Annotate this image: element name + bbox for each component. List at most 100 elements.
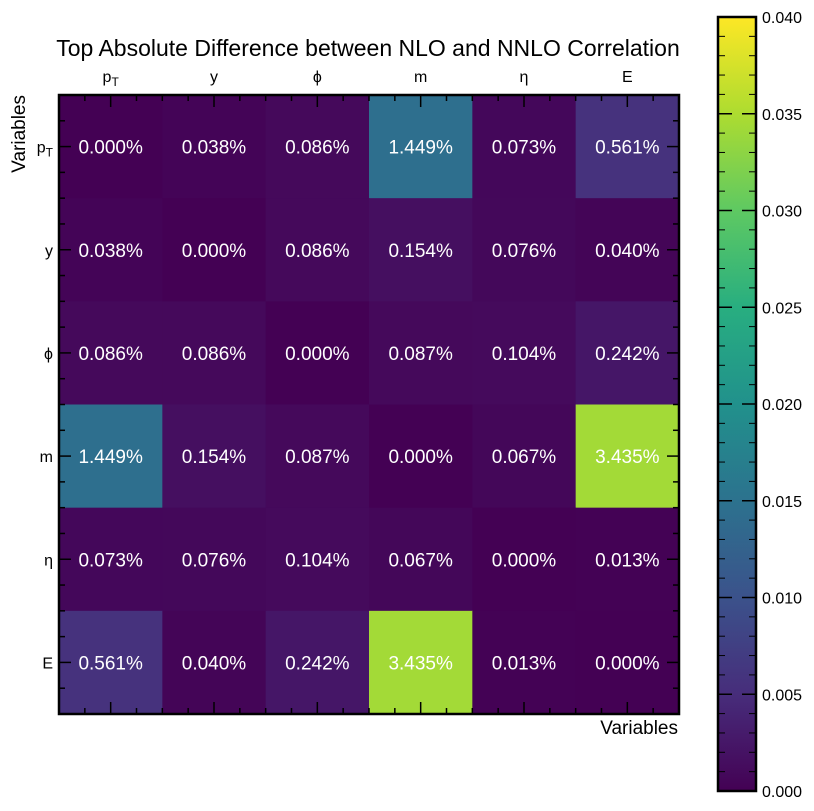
heatmap-cell <box>575 301 680 405</box>
cell-value-label: 0.067% <box>388 550 453 571</box>
heatmap-cell <box>575 198 680 302</box>
cell-value-label: 3.435% <box>595 447 660 468</box>
heatmap-cell <box>369 301 473 405</box>
x-tick-label: m <box>414 69 427 86</box>
cell-value-label: 0.086% <box>182 344 247 365</box>
heatmap-cell <box>162 95 267 199</box>
heatmap-cell-labels: 0.000% 0.038% 0.086% 1.449% 0.073% 0.561% 0.03… <box>78 138 659 675</box>
x-axis-label: Variables <box>600 718 678 739</box>
y-tick-label: η <box>44 552 53 569</box>
cell-value-label: 0.086% <box>285 138 350 159</box>
y-tick-label: m <box>40 449 53 466</box>
cell-value-label: 0.038% <box>78 241 143 262</box>
x-tick-label: ϕ <box>313 69 322 86</box>
x-tick-label: y <box>210 69 218 86</box>
cell-value-label: 0.000% <box>388 447 453 468</box>
heatmap-cell <box>265 301 370 405</box>
heatmap-cell <box>575 404 680 509</box>
cell-value-label: 0.000% <box>285 344 350 365</box>
cell-value-label: 0.073% <box>78 550 143 571</box>
heatmap-cell <box>162 301 267 405</box>
heatmap-cell <box>369 507 473 612</box>
y-tick-labels: pT y ϕ m η E <box>37 140 54 673</box>
heatmap-cells <box>59 95 680 715</box>
cell-value-label: 0.086% <box>285 241 350 262</box>
cell-value-label: 0.076% <box>182 550 247 571</box>
cell-value-label: 0.154% <box>182 447 247 468</box>
cell-value-label: 0.076% <box>492 241 557 262</box>
cell-value-label: 0.000% <box>492 550 557 571</box>
colorbar-tick-label: 0.025 <box>762 300 802 317</box>
heatmap-cell <box>162 610 267 715</box>
cell-value-label: 0.087% <box>285 447 350 468</box>
cell-value-label: 0.561% <box>595 138 660 159</box>
colorbar-tick-label: 0.005 <box>762 687 802 704</box>
cell-value-label: 0.154% <box>388 241 453 262</box>
cell-value-label: 0.561% <box>78 653 143 674</box>
heatmap-cell <box>265 95 370 199</box>
heatmap-cell <box>575 507 680 612</box>
cell-value-label: 0.000% <box>78 138 143 159</box>
cell-value-label: 1.449% <box>388 138 453 159</box>
heatmap-cell <box>265 404 370 509</box>
cell-value-label: 0.242% <box>595 344 660 365</box>
heatmap-cell <box>162 198 267 302</box>
heatmap-cell <box>472 301 577 405</box>
cell-value-label: 1.449% <box>78 447 143 468</box>
colorbar-tick-label: 0.035 <box>762 107 802 124</box>
heatmap-cell <box>59 507 163 612</box>
heatmap-cell <box>369 198 473 302</box>
colorbar-tick-label: 0.010 <box>762 591 802 608</box>
x-tick-label: pT <box>103 69 120 89</box>
cell-value-label: 0.038% <box>182 138 247 159</box>
heatmap-cell <box>369 95 473 199</box>
heatmap-cell <box>472 507 577 612</box>
x-tick-labels: pT y ϕ m η E <box>103 69 633 89</box>
heatmap-cell <box>575 95 680 199</box>
cell-value-label: 0.040% <box>182 653 247 674</box>
cell-value-label: 0.040% <box>595 241 660 262</box>
heatmap-cell <box>472 610 577 715</box>
y-tick-label: E <box>42 655 53 672</box>
colorbar-tick-label: 0.030 <box>762 204 802 221</box>
cell-value-label: 0.013% <box>595 550 660 571</box>
cell-value-label: 0.242% <box>285 653 350 674</box>
cell-value-label: 0.000% <box>182 241 247 262</box>
heatmap-cell <box>472 198 577 302</box>
colorbar-ticks: 0.000 0.005 0.010 0.015 0.020 0.025 0.030 0.035… <box>718 10 802 801</box>
colorbar-tick-label: 0.020 <box>762 397 802 414</box>
heatmap-cell <box>369 610 473 715</box>
heatmap-cell <box>59 610 163 715</box>
y-tick-label: y <box>45 243 53 260</box>
heatmap-cell <box>162 404 267 509</box>
cell-value-label: 0.086% <box>78 344 143 365</box>
heatmap-cell <box>265 610 370 715</box>
cell-value-label: 0.000% <box>595 653 660 674</box>
heatmap-cell <box>472 404 577 509</box>
heatmap-cell <box>59 301 163 405</box>
heatmap-cell <box>575 610 680 715</box>
heatmap-cell <box>265 507 370 612</box>
colorbar-tick-label: 0.015 <box>762 494 802 511</box>
heatmap-cell <box>59 198 163 302</box>
heatmap-cell <box>59 404 163 509</box>
heatmap-cell <box>162 507 267 612</box>
colorbar-tick-label: 0.000 <box>762 784 802 801</box>
heatmap-cell <box>265 198 370 302</box>
y-axis-label: Variables <box>9 95 30 173</box>
x-tick-label: E <box>622 69 633 86</box>
heatmap-cell <box>59 95 163 199</box>
colorbar-tick-label: 0.040 <box>762 10 802 27</box>
heatmap-cell <box>369 404 473 509</box>
heatmap-cell <box>472 95 577 199</box>
y-tick-label: pT <box>37 140 54 160</box>
y-tick-label: ϕ <box>44 346 53 363</box>
cell-value-label: 0.104% <box>492 344 557 365</box>
cell-value-label: 0.013% <box>492 653 557 674</box>
cell-value-label: 0.104% <box>285 550 350 571</box>
cell-value-label: 0.067% <box>492 447 557 468</box>
plot-frame <box>57 93 681 716</box>
x-tick-label: η <box>520 69 529 86</box>
chart-title: Top Absolute Difference between NLO and … <box>56 35 679 61</box>
